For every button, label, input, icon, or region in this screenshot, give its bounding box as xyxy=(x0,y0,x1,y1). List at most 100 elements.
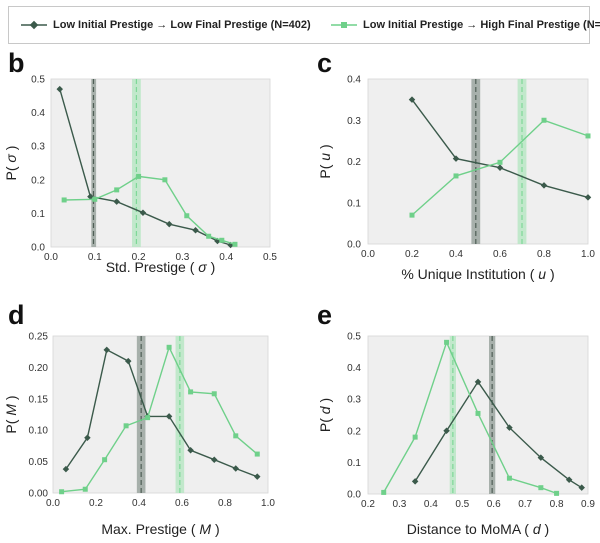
x-axis-label: % Unique Institution ( u ) xyxy=(401,266,554,282)
x-tick-label: 0.5 xyxy=(263,252,277,263)
x-tick-label: 0.2 xyxy=(132,252,146,263)
legend-marker-dark xyxy=(21,20,47,30)
y-tick-label: 0.00 xyxy=(29,489,49,500)
y-axis-label: P( σ ) xyxy=(3,146,19,181)
panel-b: b 0.0 0.1 0.2 0.3 0.4 0.5 0.0 0.1 0.2 0.3 0.4 0.5 Std… xyxy=(3,48,277,275)
data-point-light xyxy=(136,173,142,179)
y-tick-label: 0.4 xyxy=(347,363,361,374)
data-point-light xyxy=(538,485,544,491)
y-axis-label: P( u ) xyxy=(317,144,333,178)
data-point-dark xyxy=(578,484,585,491)
data-point-light xyxy=(162,177,168,183)
x-tick-label: 0.2 xyxy=(361,499,375,510)
data-point-light xyxy=(444,339,450,345)
y-tick-label: 0.3 xyxy=(347,395,361,406)
x-tick-label: 0.4 xyxy=(424,499,438,510)
y-axis-label: P( M ) xyxy=(3,395,19,433)
x-tick-label: 0.4 xyxy=(449,249,463,260)
data-point-light xyxy=(453,173,459,179)
data-point-dark xyxy=(166,220,173,228)
y-tick-label: 0.15 xyxy=(29,394,49,405)
y-tick-label: 0.2 xyxy=(347,426,361,437)
data-point-dark xyxy=(232,465,240,472)
series-line-light xyxy=(61,345,258,493)
legend-label-low-low: Low Initial Prestige → Low Final Prestig… xyxy=(53,19,311,31)
data-point-light xyxy=(541,117,547,123)
x-tick-label: 0.6 xyxy=(487,499,501,510)
panel-letter: e xyxy=(317,300,332,330)
x-tick-label: 0.0 xyxy=(361,249,375,260)
data-point-light xyxy=(102,457,108,463)
data-point-light xyxy=(409,212,415,218)
x-tick-label: 0.8 xyxy=(218,498,232,509)
data-point-light xyxy=(206,233,212,239)
x-tick-label: 0.5 xyxy=(455,499,469,510)
legend-entry-low-high: Low Initial Prestige → High Final Presti… xyxy=(331,7,600,43)
data-point-light xyxy=(219,237,225,243)
panel-letter: b xyxy=(8,48,25,78)
panel-d: d 0.0 0.2 0.4 0.6 0.8 1.0 0.00 0.05 0.10 0.15 0.20 0… xyxy=(3,300,275,537)
x-tick-label: 0.3 xyxy=(175,252,189,263)
data-point-dark xyxy=(411,478,419,485)
data-point-light xyxy=(233,433,239,439)
y-tick-label: 0.0 xyxy=(31,243,45,254)
data-point-dark xyxy=(540,182,548,189)
data-point-light xyxy=(412,434,418,440)
data-point-light xyxy=(475,410,481,416)
x-tick-label: 0.6 xyxy=(175,498,189,509)
panel-c: c 0.0 0.2 0.4 0.6 0.8 1.0 0.0 0.1 0.2 0.3 0.4 % Uniq… xyxy=(317,48,595,282)
data-point-light xyxy=(188,389,194,395)
y-tick-label: 0.0 xyxy=(347,240,361,251)
data-point-dark xyxy=(192,226,199,234)
data-point-dark xyxy=(165,413,173,420)
x-tick-label: 0.2 xyxy=(89,498,103,509)
plot-area xyxy=(50,78,271,248)
x-tick-label: 0.1 xyxy=(88,252,102,263)
panel-letter: d xyxy=(8,300,25,330)
x-axis-label: Max. Prestige ( M ) xyxy=(101,521,219,537)
data-point-dark xyxy=(506,424,513,431)
data-point-dark xyxy=(187,447,194,454)
data-point-dark xyxy=(113,198,120,205)
y-tick-label: 0.20 xyxy=(29,363,49,374)
x-tick-label: 1.0 xyxy=(581,249,595,260)
data-point-dark xyxy=(84,434,91,441)
data-point-light xyxy=(585,133,591,139)
y-tick-label: 0.0 xyxy=(347,490,361,501)
y-tick-label: 0.3 xyxy=(31,142,45,153)
data-point-light xyxy=(114,187,120,193)
data-point-light xyxy=(82,486,88,492)
mean-band-light xyxy=(449,336,456,494)
x-tick-label: 0.3 xyxy=(392,499,406,510)
mean-band-dark xyxy=(489,336,496,494)
legend-marker-light xyxy=(331,22,357,28)
data-point-light xyxy=(381,489,387,495)
data-point-dark xyxy=(496,164,504,171)
data-point-light xyxy=(166,344,172,350)
data-point-dark xyxy=(210,456,218,463)
data-point-light xyxy=(211,391,217,397)
data-point-light xyxy=(497,159,503,165)
series-line-dark xyxy=(65,348,258,478)
data-point-light xyxy=(123,423,129,429)
mean-band-light xyxy=(175,336,185,493)
y-tick-label: 0.3 xyxy=(347,116,361,127)
panel-e: e 0.2 0.3 0.4 0.5 0.6 0.7 0.8 0.9 0.0 0.1 0.2 0.3 0.4… xyxy=(317,300,595,537)
y-tick-label: 0.1 xyxy=(31,209,45,220)
data-point-dark xyxy=(565,476,573,484)
panel-letter: c xyxy=(317,48,332,78)
data-point-light xyxy=(554,490,560,496)
y-axis-label: P( d ) xyxy=(317,398,333,432)
legend-entry-low-low: Low Initial Prestige → Low Final Prestig… xyxy=(21,7,311,43)
y-tick-label: 0.25 xyxy=(29,332,49,343)
data-point-dark xyxy=(87,193,94,200)
data-point-light xyxy=(59,489,65,495)
y-tick-label: 0.2 xyxy=(347,157,361,168)
y-tick-label: 0.10 xyxy=(29,426,49,437)
x-tick-label: 1.0 xyxy=(261,498,275,509)
x-axis-label: Distance to MoMA ( d ) xyxy=(407,521,549,537)
data-point-dark xyxy=(443,427,450,435)
y-tick-label: 0.05 xyxy=(29,457,49,468)
mean-band-dark xyxy=(136,336,146,493)
x-tick-label: 0.4 xyxy=(219,252,233,263)
